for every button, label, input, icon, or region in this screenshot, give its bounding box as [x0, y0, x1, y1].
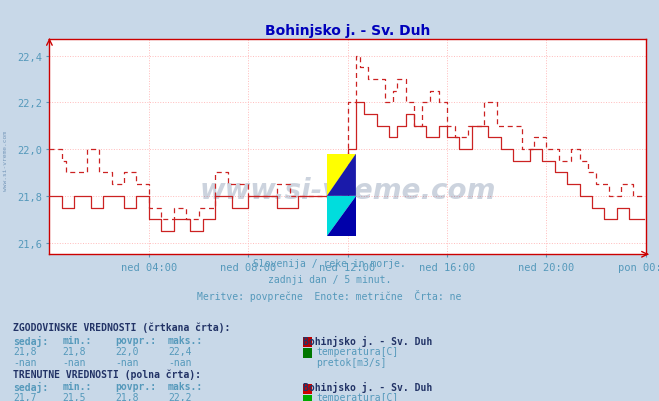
Text: maks.:: maks.:	[168, 381, 203, 391]
Text: ZGODOVINSKE VREDNOSTI (črtkana črta):: ZGODOVINSKE VREDNOSTI (črtkana črta):	[13, 322, 231, 332]
Text: maks.:: maks.:	[168, 335, 203, 345]
Text: zadnji dan / 5 minut.: zadnji dan / 5 minut.	[268, 274, 391, 284]
Text: Meritve: povprečne  Enote: metrične  Črta: ne: Meritve: povprečne Enote: metrične Črta:…	[197, 289, 462, 301]
Text: 21,8: 21,8	[13, 346, 37, 356]
Text: Slovenija / reke in morje.: Slovenija / reke in morje.	[253, 259, 406, 269]
Text: 21,8: 21,8	[63, 346, 86, 356]
Text: 22,0: 22,0	[115, 346, 139, 356]
Text: Bohinjsko j. - Sv. Duh: Bohinjsko j. - Sv. Duh	[303, 381, 432, 392]
Text: www.si-vreme.com: www.si-vreme.com	[3, 130, 8, 190]
Text: pretok[m3/s]: pretok[m3/s]	[316, 357, 387, 367]
Text: sedaj:: sedaj:	[13, 381, 48, 392]
Polygon shape	[327, 154, 356, 196]
Text: www.si-vreme.com: www.si-vreme.com	[200, 176, 496, 204]
Text: 22,2: 22,2	[168, 392, 192, 401]
Text: sedaj:: sedaj:	[13, 335, 48, 346]
Polygon shape	[327, 196, 356, 236]
Text: -nan: -nan	[168, 357, 192, 367]
Title: Bohinjsko j. - Sv. Duh: Bohinjsko j. - Sv. Duh	[265, 24, 430, 38]
Text: Bohinjsko j. - Sv. Duh: Bohinjsko j. - Sv. Duh	[303, 335, 432, 346]
Text: 21,7: 21,7	[13, 392, 37, 401]
Text: 22,4: 22,4	[168, 346, 192, 356]
Polygon shape	[327, 154, 356, 196]
Polygon shape	[327, 196, 356, 236]
Text: 21,8: 21,8	[115, 392, 139, 401]
Text: min.:: min.:	[63, 335, 92, 345]
Text: -nan: -nan	[13, 357, 37, 367]
Text: povpr.:: povpr.:	[115, 381, 156, 391]
Text: -nan: -nan	[115, 357, 139, 367]
Text: -nan: -nan	[63, 357, 86, 367]
Text: temperatura[C]: temperatura[C]	[316, 392, 399, 401]
Text: 21,5: 21,5	[63, 392, 86, 401]
Text: TRENUTNE VREDNOSTI (polna črta):: TRENUTNE VREDNOSTI (polna črta):	[13, 368, 201, 379]
Text: temperatura[C]: temperatura[C]	[316, 346, 399, 356]
Text: povpr.:: povpr.:	[115, 335, 156, 345]
Text: min.:: min.:	[63, 381, 92, 391]
